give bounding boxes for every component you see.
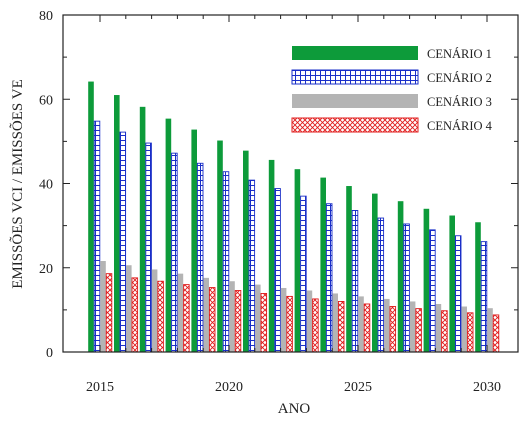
bar-cen-rio-2-2016	[119, 131, 127, 353]
bar-cen-rio-1-2029	[449, 215, 455, 352]
bar-cen-rio-4-2018	[183, 284, 190, 353]
y-axis-title: EMISSÕES VCI / EMISSÕES VE	[9, 79, 26, 289]
bar-cen-rio-1-2018	[165, 118, 172, 352]
x-tick-label: 2020	[215, 380, 243, 395]
bar-cen-rio-1-2027	[397, 201, 404, 352]
bar-cen-rio-4-2020	[234, 290, 242, 353]
bar-cen-rio-1-2022	[268, 159, 275, 352]
bar-cen-rio-2-2030	[480, 241, 488, 353]
bar-cen-rio-4-2025	[363, 303, 371, 353]
bar-cen-rio-4-2022	[286, 295, 293, 353]
y-axis: 0 20 40 60 80	[39, 9, 518, 361]
bar-cen-rio-1-2030	[475, 222, 481, 352]
bar-cen-rio-1-2023	[294, 169, 301, 352]
bar-cen-rio-1-2021	[243, 150, 249, 352]
x-tick-label: 2030	[473, 380, 501, 395]
bar-cen-rio-4-2023	[312, 298, 319, 353]
bar-cen-rio-2-2029	[454, 235, 462, 353]
bar-cen-rio-3-2021	[255, 284, 261, 352]
bar-cen-rio-1-2015	[88, 81, 94, 352]
bar-cen-rio-4-2017	[157, 280, 164, 353]
bar-cen-rio-3-2016	[126, 265, 132, 352]
bar-cen-rio-4-2026	[389, 306, 397, 353]
bar-cen-rio-1-2025	[346, 186, 352, 352]
legend-label-cen-rio-3: CENÁRIO 3	[427, 95, 492, 109]
bar-cen-rio-1-2019	[191, 129, 197, 352]
bar-cen-rio-2-2018	[171, 152, 178, 353]
bar-cen-rio-1-2016	[114, 95, 120, 352]
x-axis-title: ANO	[278, 401, 311, 417]
legend: CENÁRIO 1 CENÁRIO 2 CENÁRIO 3 CENÁRIO 4	[291, 46, 493, 133]
bar-cen-rio-3-2028	[435, 303, 442, 352]
bar-cen-rio-4-2021	[260, 293, 268, 353]
legend-label-cen-rio-2: CENÁRIO 2	[427, 71, 492, 85]
bar-cen-rio-4-2028	[441, 310, 448, 353]
bar-cen-rio-2-2015	[93, 120, 101, 353]
bar-cen-rio-2-2022	[274, 188, 281, 353]
y-tick-label: 40	[39, 178, 53, 193]
legend-swatch-cen-rio-1	[292, 46, 418, 60]
bar-cen-rio-2-2021	[248, 179, 256, 353]
bar-cen-rio-2-2025	[351, 210, 359, 353]
bar-cen-rio-3-2023	[306, 290, 313, 352]
x-tick-label: 2025	[344, 380, 372, 395]
bar-cen-rio-3-2024	[332, 293, 338, 352]
bar-cen-rio-3-2022	[280, 287, 287, 352]
bar-cen-rio-1-2024	[320, 177, 326, 352]
bar-cen-rio-1-2026	[372, 193, 378, 352]
bar-cen-rio-4-2027	[415, 308, 422, 353]
y-tick-label: 60	[39, 93, 53, 108]
bar-cen-rio-3-2020	[229, 281, 235, 352]
bar-cen-rio-2-2023	[300, 195, 307, 353]
bar-cen-rio-3-2029	[461, 306, 467, 352]
bar-cen-rio-2-2024	[325, 203, 333, 353]
legend-label-cen-rio-1: CENÁRIO 1	[427, 47, 492, 61]
y-tick-label: 20	[39, 262, 53, 277]
bar-cen-rio-3-2015	[100, 261, 106, 352]
legend-swatch-cen-rio-2	[291, 69, 419, 85]
bar-cen-rio-3-2019	[203, 277, 209, 352]
bar-cen-rio-4-2015	[105, 273, 113, 353]
bar-cen-rio-2-2017	[145, 142, 152, 353]
legend-swatch-cen-rio-3	[292, 94, 418, 108]
bar-cen-rio-2-2026	[377, 217, 385, 353]
x-tick-label: 2015	[86, 380, 114, 395]
bar-cen-rio-1-2017	[139, 106, 146, 352]
legend-label-cen-rio-4: CENÁRIO 4	[427, 119, 493, 133]
legend-swatch-cen-rio-4	[291, 117, 419, 133]
bars-layer	[88, 81, 500, 353]
bar-cen-rio-1-2028	[423, 208, 430, 352]
bar-cen-rio-3-2025	[358, 296, 364, 352]
bar-cen-rio-3-2026	[384, 298, 390, 352]
bar-cen-rio-4-2024	[337, 301, 345, 353]
bar-cen-rio-4-2030	[492, 314, 500, 353]
bar-cen-rio-2-2020	[222, 171, 230, 353]
x-axis: 2015 2020 2025 2030	[86, 15, 501, 395]
bar-cen-rio-2-2019	[196, 162, 204, 353]
bar-cen-rio-3-2017	[151, 269, 158, 352]
bar-cen-rio-4-2029	[466, 312, 474, 353]
y-tick-label: 0	[46, 346, 53, 361]
bar-cen-rio-3-2018	[177, 273, 184, 352]
bar-cen-rio-2-2027	[403, 223, 410, 353]
bar-cen-rio-3-2027	[409, 301, 416, 352]
bar-cen-rio-2-2028	[429, 229, 436, 353]
bar-cen-rio-4-2016	[131, 277, 139, 353]
bar-cen-rio-3-2030	[487, 308, 493, 352]
bar-cen-rio-4-2019	[208, 287, 216, 353]
bar-cen-rio-1-2020	[217, 140, 223, 352]
y-tick-label: 80	[39, 9, 53, 24]
